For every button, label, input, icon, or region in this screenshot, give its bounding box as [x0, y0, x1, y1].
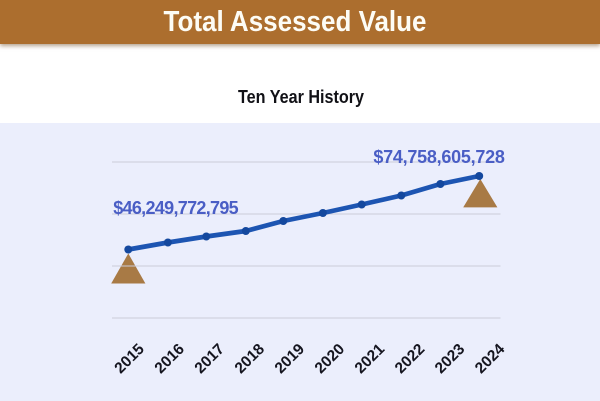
svg-text:$74,758,605,728: $74,758,605,728 [373, 147, 505, 167]
svg-text:2017: 2017 [192, 341, 228, 377]
svg-text:Ten Year History: Ten Year History [238, 86, 365, 107]
svg-text:2021: 2021 [352, 340, 389, 377]
svg-text:$46,249,772,795: $46,249,772,795 [113, 198, 239, 218]
svg-text:2022: 2022 [392, 341, 428, 377]
svg-text:Total Assessed Value: Total Assessed Value [164, 6, 427, 38]
svg-text:2023: 2023 [432, 340, 469, 377]
svg-text:2018: 2018 [232, 340, 269, 377]
svg-text:2016: 2016 [152, 340, 189, 377]
svg-text:2020: 2020 [312, 341, 348, 377]
svg-text:2015: 2015 [111, 340, 148, 377]
svg-text:2024: 2024 [472, 340, 509, 377]
svg-text:2019: 2019 [272, 340, 309, 377]
